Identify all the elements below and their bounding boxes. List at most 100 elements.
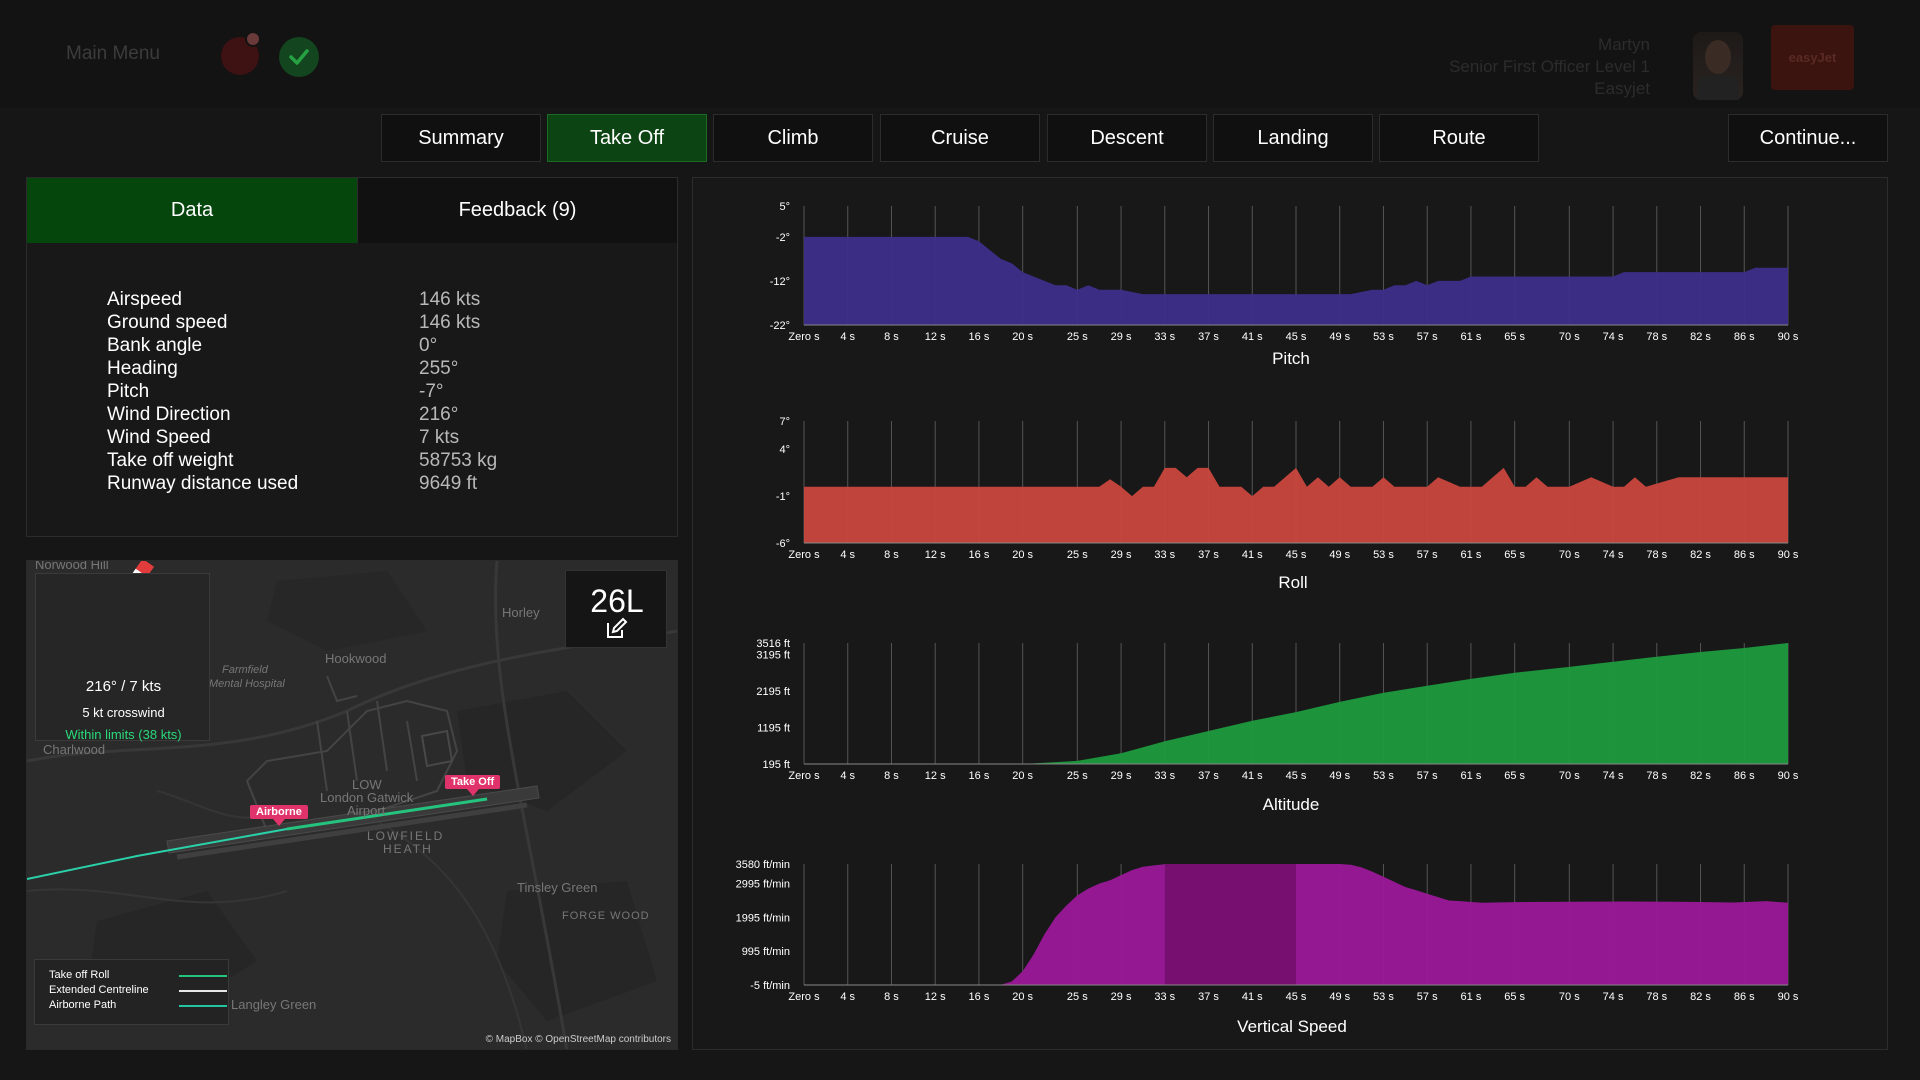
- alert-status-icon[interactable]: [221, 31, 261, 75]
- y-tick-label: 2995 ft/min: [736, 879, 790, 891]
- stat-label: Airspeed: [107, 289, 182, 310]
- series-area-roll: [804, 467, 1788, 543]
- stat-row-runway-distance: Runway distance used 9649 ft: [107, 473, 627, 496]
- x-tick-label: 70 s: [1559, 991, 1580, 1003]
- map-label: Charlwood: [43, 742, 106, 757]
- x-tick-label: 16 s: [969, 991, 990, 1003]
- check-status-icon[interactable]: [279, 37, 319, 77]
- takeoff-map[interactable]: Norwood Hill Horley Hookwood Farmfield M…: [26, 560, 678, 1050]
- map-label: HEATH: [383, 842, 433, 856]
- main-menu-button[interactable]: Main Menu: [66, 43, 160, 64]
- x-tick-label: 78 s: [1646, 770, 1667, 782]
- y-tick-label: -1°: [776, 491, 790, 503]
- x-tick-label: 61 s: [1461, 991, 1482, 1003]
- x-tick-label: 29 s: [1111, 549, 1132, 561]
- x-tick-label: 78 s: [1646, 991, 1667, 1003]
- series-area-altitude: [804, 643, 1788, 764]
- y-tick-label: -12°: [770, 276, 790, 288]
- stat-value: 216°: [419, 404, 459, 425]
- x-tick-label: 29 s: [1111, 331, 1132, 343]
- stat-label: Wind Speed: [107, 427, 211, 448]
- x-tick-label: 4 s: [840, 991, 855, 1003]
- chart-title-pitch: Pitch: [1272, 349, 1310, 368]
- tab-take-off[interactable]: Take Off: [547, 114, 707, 162]
- x-tick-label: 49 s: [1329, 991, 1350, 1003]
- stat-value: 9649 ft: [419, 473, 478, 494]
- x-tick-label: 29 s: [1111, 770, 1132, 782]
- edit-icon[interactable]: [604, 617, 628, 641]
- y-tick-label: 195 ft: [762, 759, 790, 771]
- x-tick-label: 53 s: [1373, 549, 1394, 561]
- stat-row-wind-speed: Wind Speed 7 kts: [107, 427, 627, 450]
- data-panel: Data Feedback (9) Airspeed 146 kts Ground…: [26, 177, 678, 537]
- runway-label: 26L: [590, 583, 644, 619]
- subtab-data[interactable]: Data: [27, 178, 357, 243]
- tab-landing[interactable]: Landing: [1213, 114, 1373, 162]
- y-tick-label: 7°: [779, 416, 790, 428]
- x-tick-label: 57 s: [1417, 549, 1438, 561]
- x-tick-label: 20 s: [1012, 991, 1033, 1003]
- map-label: Norwood Hill: [35, 560, 109, 572]
- x-tick-label: 45 s: [1286, 331, 1307, 343]
- x-tick-label: 41 s: [1242, 770, 1263, 782]
- stat-row-heading: Heading 255°: [107, 358, 627, 381]
- x-tick-label: 8 s: [884, 991, 899, 1003]
- x-tick-label: 49 s: [1329, 331, 1350, 343]
- header: Main Menu Martyn Senior First Officer Le…: [0, 0, 1920, 108]
- subtab-feedback[interactable]: Feedback (9): [357, 178, 677, 243]
- stat-value: 146 kts: [419, 289, 481, 310]
- stat-label: Wind Direction: [107, 404, 231, 425]
- x-tick-label: 90 s: [1778, 991, 1799, 1003]
- tab-climb[interactable]: Climb: [713, 114, 873, 162]
- x-tick-label: 86 s: [1734, 331, 1755, 343]
- wind-direction-speed: 216° / 7 kts: [85, 678, 162, 695]
- stat-label: Runway distance used: [107, 473, 299, 494]
- x-tick-label: 25 s: [1067, 331, 1088, 343]
- x-tick-label: 29 s: [1111, 991, 1132, 1003]
- x-tick-label: 37 s: [1198, 991, 1219, 1003]
- tab-route[interactable]: Route: [1379, 114, 1539, 162]
- takeoff-marker[interactable]: Take Off: [445, 775, 501, 796]
- user-company: Easyjet: [1594, 79, 1650, 98]
- stat-row-airspeed: Airspeed 146 kts: [107, 289, 627, 312]
- charts-panel: Zero s 4 s 8 s 12 s 16 s 20 s 25 s 29 s 33 s 37 s…: [692, 177, 1888, 1050]
- map-label: Tinsley Green: [517, 880, 598, 895]
- y-tick-label: 2195 ft: [756, 686, 790, 698]
- legend-item: Airborne Path: [49, 999, 229, 1011]
- legend-label: Airborne Path: [49, 999, 117, 1011]
- x-tick-label: 70 s: [1559, 549, 1580, 561]
- stat-label: Bank angle: [107, 335, 203, 356]
- x-tick-label: 90 s: [1778, 549, 1799, 561]
- x-tick-label: 37 s: [1198, 331, 1219, 343]
- x-tick-label: 86 s: [1734, 770, 1755, 782]
- x-tick-label: 25 s: [1067, 549, 1088, 561]
- x-tick-label: 16 s: [969, 770, 990, 782]
- map-attribution[interactable]: © MapBox © OpenStreetMap contributors: [485, 1034, 671, 1045]
- x-tick-label: 53 s: [1373, 331, 1394, 343]
- x-tick-label: 4 s: [840, 770, 855, 782]
- x-tick-label: 90 s: [1778, 331, 1799, 343]
- x-tick-label: Zero s: [788, 331, 820, 343]
- map-label: LOW: [352, 777, 382, 792]
- x-tick-label: Zero s: [788, 991, 820, 1003]
- x-tick-label: 78 s: [1646, 549, 1667, 561]
- airline-logo: easyJet: [1771, 25, 1854, 90]
- tab-summary[interactable]: Summary: [381, 114, 541, 162]
- legend-item: Extended Centreline: [49, 984, 229, 996]
- tab-cruise[interactable]: Cruise: [880, 114, 1040, 162]
- y-tick-label: -2°: [776, 232, 790, 244]
- x-tick-label: 12 s: [925, 770, 946, 782]
- x-tick-label: 12 s: [925, 331, 946, 343]
- airborne-marker[interactable]: Airborne: [250, 805, 308, 826]
- map-label: Hookwood: [325, 651, 387, 666]
- chart-title-vertical-speed: Vertical Speed: [1237, 1017, 1347, 1036]
- tab-descent[interactable]: Descent: [1047, 114, 1207, 162]
- avatar[interactable]: [1693, 32, 1743, 100]
- y-tick-label: 1995 ft/min: [736, 912, 790, 924]
- x-tick-label: 78 s: [1646, 331, 1667, 343]
- x-tick-label: 25 s: [1067, 770, 1088, 782]
- runway-card[interactable]: 26L: [565, 570, 667, 648]
- continue-button[interactable]: Continue...: [1728, 114, 1888, 162]
- stat-label: Take off weight: [107, 450, 234, 471]
- x-tick-label: 65 s: [1504, 549, 1525, 561]
